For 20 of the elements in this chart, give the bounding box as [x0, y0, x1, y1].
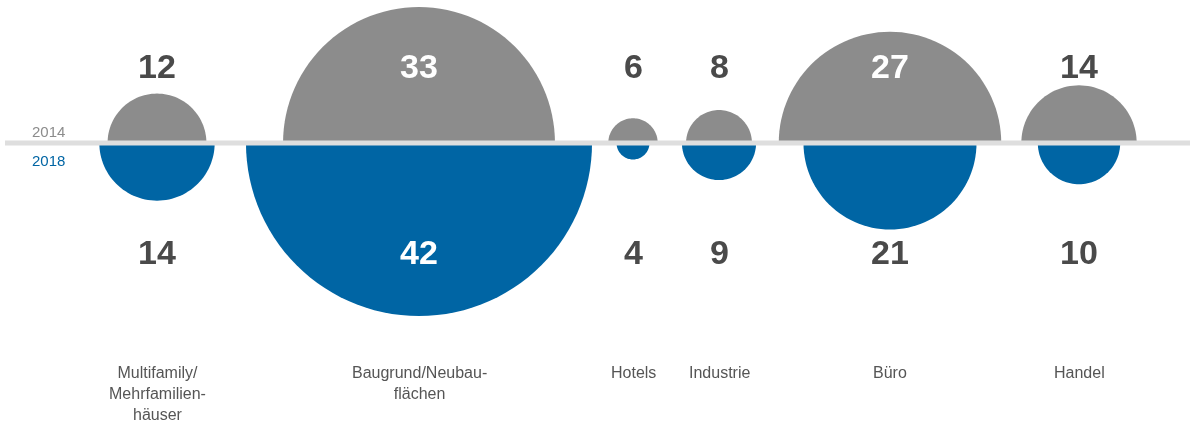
data-label: 4: [624, 233, 643, 271]
category-label: Hotels: [611, 364, 657, 381]
data-label: 9: [710, 233, 729, 271]
category-label: Industrie: [689, 364, 751, 381]
data-label: 21: [871, 233, 909, 271]
category-label: Multifamily/ Mehrfamilien- häuser: [109, 364, 206, 423]
data-label: 8: [710, 47, 729, 85]
data-label: 14: [1060, 47, 1098, 85]
data-label: 33: [400, 47, 438, 85]
text: 2018: [32, 152, 66, 169]
category-label: Handel: [1054, 364, 1105, 381]
data-label: 6: [624, 47, 643, 85]
data-label: 42: [400, 233, 438, 271]
data-label: 10: [1060, 233, 1098, 271]
category-label: Büro: [873, 364, 907, 381]
data-label: 27: [871, 47, 909, 85]
category-label: Baugrund/Neubau- flächen: [352, 364, 488, 402]
text: 2014: [32, 123, 66, 140]
data-label: 14: [138, 233, 176, 271]
data-label: 12: [138, 47, 176, 85]
